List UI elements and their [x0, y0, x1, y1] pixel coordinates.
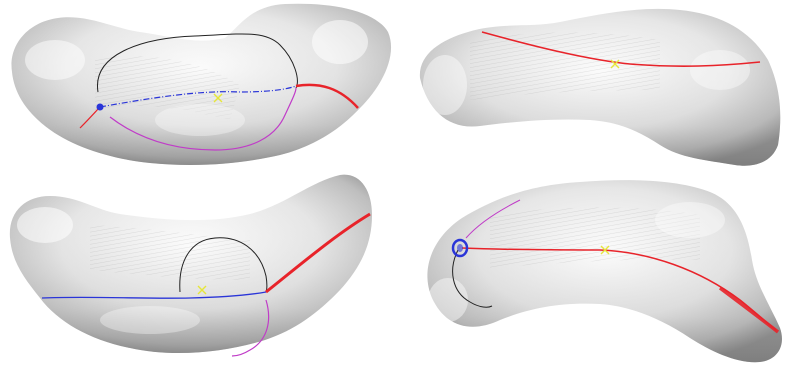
magenta-curve [109, 87, 297, 151]
black-curve [179, 237, 268, 293]
panel-top-right [419, 8, 781, 166]
yellow-cross-marker [213, 93, 223, 103]
panel-bottom-right [427, 180, 782, 363]
blue-endpoint-dot [96, 103, 104, 111]
magenta-curve [465, 199, 521, 239]
red-curve-right [295, 83, 359, 109]
blue-curve [99, 85, 297, 108]
magenta-curve [231, 299, 270, 357]
yellow-cross-marker [197, 285, 207, 295]
black-curve [452, 249, 493, 308]
blue-curve [41, 291, 267, 299]
blue-ring-marker [451, 238, 469, 258]
yellow-cross-marker [600, 245, 610, 255]
panel-top-left [11, 3, 392, 166]
yellow-cross-marker [610, 59, 620, 69]
black-curve [97, 33, 298, 93]
red-curve [265, 212, 371, 294]
panel-bottom-left [9, 174, 373, 357]
red-curve [481, 31, 761, 67]
